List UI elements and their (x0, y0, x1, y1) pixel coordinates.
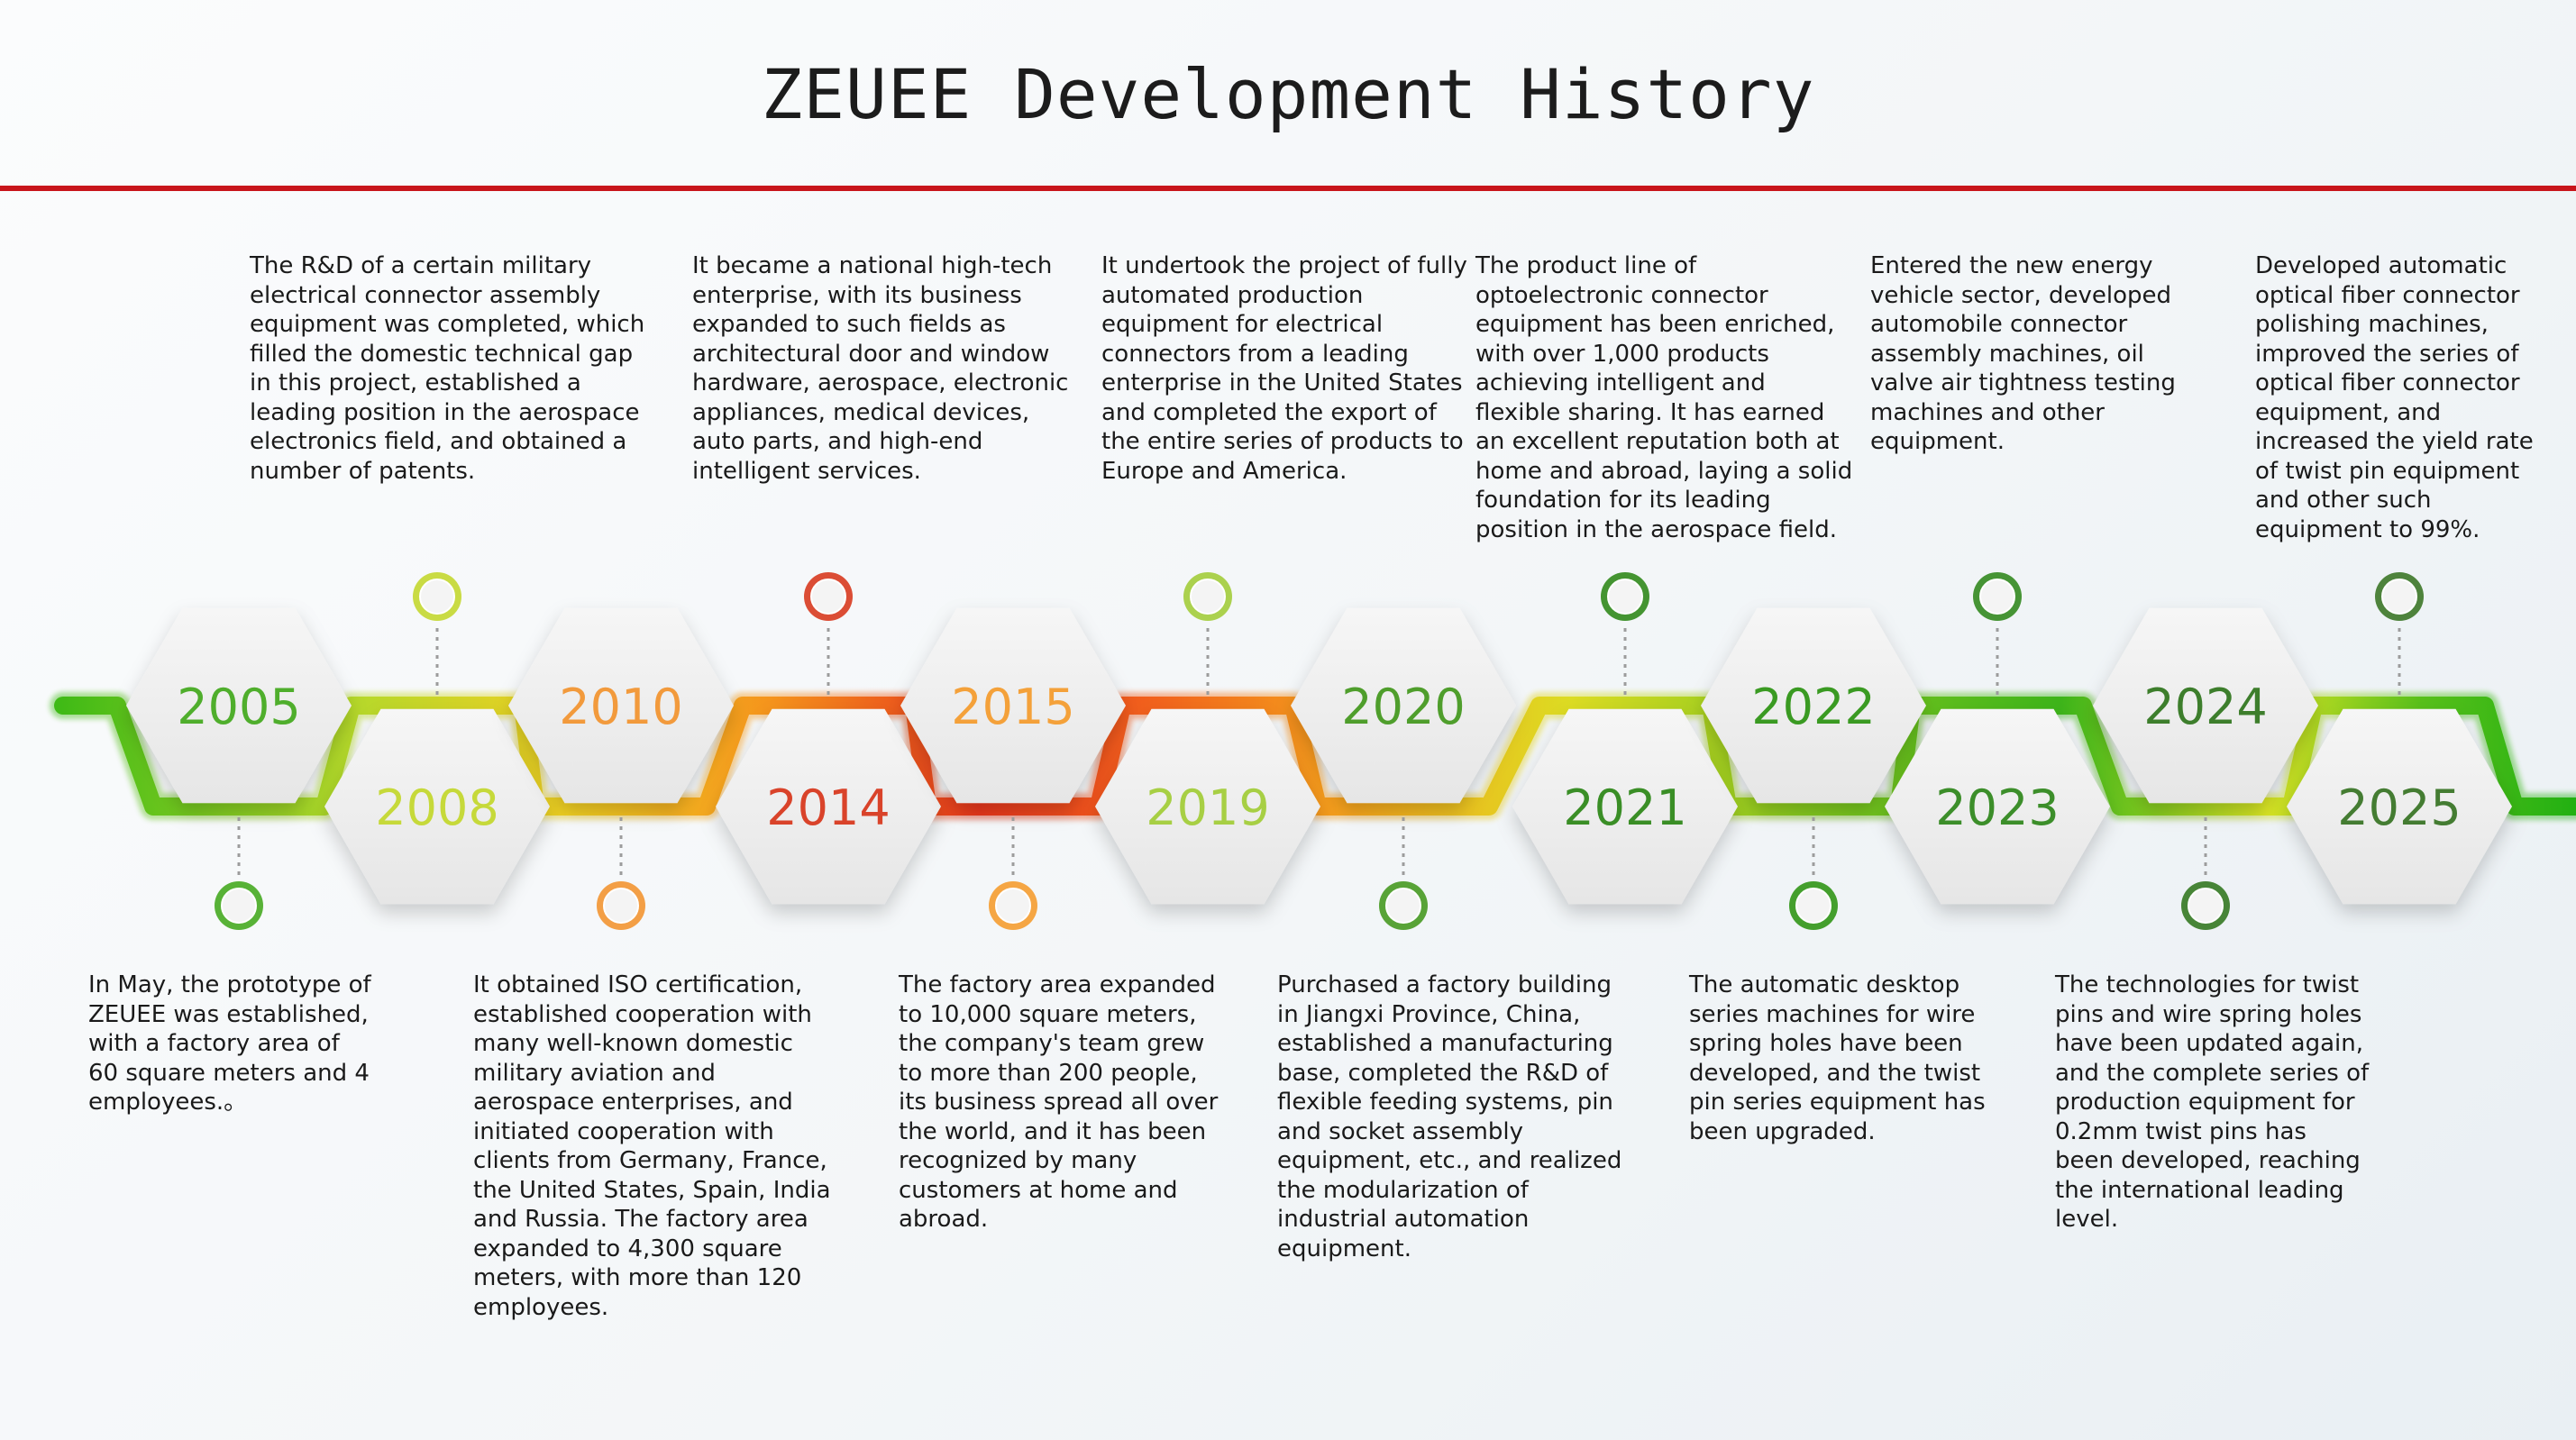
hexagon-shape (1701, 607, 1926, 804)
hexagon-shape (1885, 708, 2110, 905)
dot-center (1190, 579, 1226, 615)
milestone-year: 2024 (2143, 679, 2267, 735)
title-divider (0, 186, 2576, 191)
milestone-hexagon: 2019 (1095, 708, 1320, 905)
hexagon-shape (1095, 708, 1320, 905)
timeline-line (54, 697, 2576, 816)
milestone-description: It became a national high-tech enterpris… (692, 252, 1069, 485)
milestone-dot (989, 881, 1037, 930)
milestone-description: The product line of optoelectronic conne… (1475, 252, 1853, 543)
milestone-year: 2005 (177, 679, 300, 735)
milestone-year: 2008 (375, 779, 498, 836)
hexagon-shape (2093, 607, 2318, 804)
hexagon-shape (900, 607, 1126, 804)
milestone-year: 2015 (951, 679, 1074, 735)
dot-center (995, 888, 1031, 924)
milestone-dot (1183, 572, 1232, 621)
milestone-hexagon: 2020 (1291, 607, 1516, 804)
milestone-description: It undertook the project of fully automa… (1101, 252, 1467, 485)
dot-center (1979, 579, 2015, 615)
milestone-dot (1973, 572, 2022, 621)
hexagon-shape (2287, 708, 2512, 905)
milestone-year: 2022 (1751, 679, 1875, 735)
milestone-hexagon: 2005 (126, 607, 352, 804)
milestone-description: The automatic desktop series machines fo… (1689, 971, 1986, 1145)
milestone-year: 2025 (2337, 779, 2461, 836)
milestone-dot (2375, 572, 2424, 621)
milestone-hexagon: 2015 (900, 607, 1126, 804)
hexagon-shape (126, 607, 352, 804)
dot-center (810, 579, 846, 615)
milestone-year: 2014 (766, 779, 890, 836)
milestone-hexagon: 2025 (2287, 708, 2512, 905)
milestone-dot (2181, 881, 2230, 930)
milestone-description: In May, the prototype of ZEUEE was estab… (88, 971, 371, 1116)
milestone-description: It obtained ISO certification, establish… (473, 971, 831, 1321)
milestone-hexagon: 2022 (1701, 607, 1926, 804)
milestone-dot (597, 881, 645, 930)
milestone-description: Developed automatic optical fiber connec… (2255, 252, 2534, 543)
milestone-year: 2010 (559, 679, 682, 735)
dot-center (1385, 888, 1421, 924)
hexagon-shape (1512, 708, 1738, 905)
milestone-hexagon: 2021 (1512, 708, 1738, 905)
milestone-description: Purchased a factory building in Jiangxi … (1277, 971, 1622, 1262)
hexagon-shape (324, 708, 550, 905)
milestone-description: The R&D of a certain military electrical… (250, 252, 645, 485)
milestone-year: 2023 (1935, 779, 2059, 836)
milestone-year: 2020 (1341, 679, 1465, 735)
milestone-dot (413, 572, 461, 621)
dot-center (1607, 579, 1643, 615)
milestone-year: 2021 (1563, 779, 1686, 836)
milestone-dot (1789, 881, 1838, 930)
milestone-description: Entered the new energy vehicle sector, d… (1870, 252, 2176, 455)
milestone-dot (215, 881, 263, 930)
hexagon-shape (716, 708, 941, 905)
milestone-description: The technologies for twist pins and wire… (2055, 971, 2370, 1233)
milestone-dot (804, 572, 853, 621)
milestone-description: The factory area expanded to 10,000 squa… (899, 971, 1219, 1233)
milestone-dot (1379, 881, 1428, 930)
dot-center (2188, 888, 2224, 924)
milestone-hexagon: 2010 (508, 607, 734, 804)
milestone-hexagon: 2008 (324, 708, 550, 905)
milestone-hexagon: 2014 (716, 708, 941, 905)
milestone-year: 2019 (1146, 779, 1269, 836)
milestone-hexagon: 2023 (1885, 708, 2110, 905)
dot-center (603, 888, 639, 924)
dot-center (419, 579, 455, 615)
dot-center (2381, 579, 2417, 615)
dot-center (1795, 888, 1832, 924)
milestone-dot (1601, 572, 1649, 621)
milestone-hexagon: 2024 (2093, 607, 2318, 804)
dot-center (221, 888, 257, 924)
page-title: ZEUEE Development History (761, 54, 1815, 134)
hexagon-shape (1291, 607, 1516, 804)
hexagon-shape (508, 607, 734, 804)
